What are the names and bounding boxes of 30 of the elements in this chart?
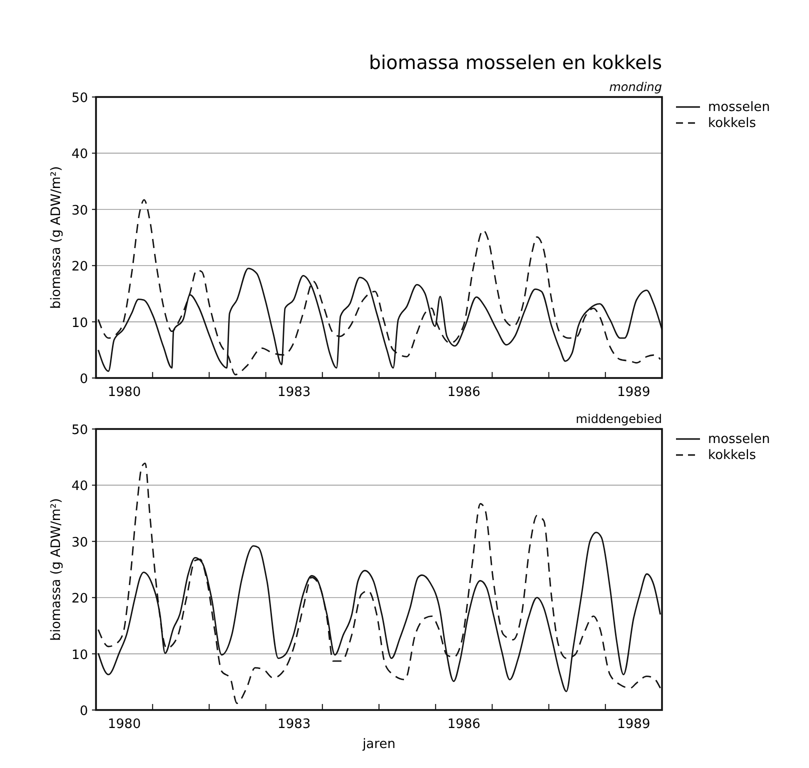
x-tick-label: 1989 xyxy=(617,717,650,732)
y-tick-label: 50 xyxy=(71,91,88,106)
x-tick-label: 1980 xyxy=(108,717,141,732)
x-tick-label: 1986 xyxy=(447,717,480,732)
legend-label: kokkels xyxy=(708,448,756,463)
x-axis-title: jaren xyxy=(362,737,396,752)
legend-label: kokkels xyxy=(708,116,756,131)
y-tick-label: 0 xyxy=(80,372,88,387)
y-axis-title: biomassa (g ADW/m²) xyxy=(49,498,64,641)
x-tick-label: 1983 xyxy=(278,385,311,400)
chart-title: biomassa mosselen en kokkels xyxy=(368,52,662,74)
legend-label: mosselen xyxy=(708,100,770,115)
y-tick-label: 10 xyxy=(71,648,88,663)
x-tick-label: 1980 xyxy=(108,385,141,400)
y-tick-label: 10 xyxy=(71,316,88,331)
y-tick-label: 40 xyxy=(71,147,88,162)
x-tick-label: 1986 xyxy=(447,385,480,400)
chart-subtitle: monding xyxy=(609,80,662,94)
x-tick-label: 1989 xyxy=(617,385,650,400)
y-tick-label: 30 xyxy=(71,203,88,218)
x-tick-label: 1983 xyxy=(278,717,311,732)
y-tick-label: 0 xyxy=(80,704,88,719)
y-tick-label: 40 xyxy=(71,479,88,494)
y-tick-label: 20 xyxy=(71,592,88,607)
chart-subtitle: middengebied xyxy=(576,412,662,426)
legend-label: mosselen xyxy=(708,432,770,447)
y-axis-title: biomassa (g ADW/m²) xyxy=(49,166,64,309)
y-tick-label: 50 xyxy=(71,423,88,438)
y-tick-label: 30 xyxy=(71,535,88,550)
y-tick-label: 20 xyxy=(71,260,88,275)
